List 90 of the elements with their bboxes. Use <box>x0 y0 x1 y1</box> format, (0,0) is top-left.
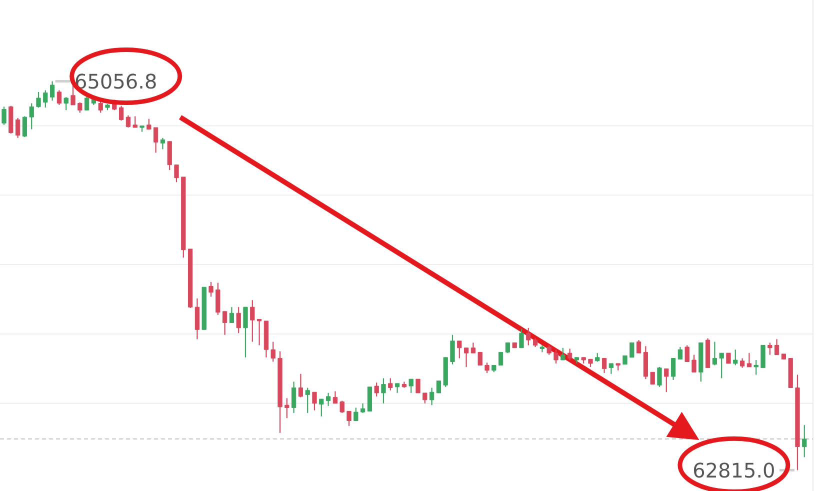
candlestick <box>760 344 766 368</box>
candlestick <box>256 318 262 346</box>
candlestick <box>746 352 752 368</box>
candlestick <box>519 328 524 348</box>
candlestick <box>554 349 558 364</box>
candlestick <box>678 346 683 360</box>
candlestick <box>394 382 400 394</box>
candlestick <box>360 402 366 414</box>
candlestick <box>484 362 490 374</box>
candlestick <box>132 116 138 128</box>
candlestick <box>650 372 655 385</box>
candlestick <box>712 341 718 366</box>
candlestick <box>298 373 304 398</box>
candlestick <box>422 392 428 404</box>
candlestick <box>429 387 434 406</box>
candlestick <box>229 306 234 324</box>
annotation: 62815.0 <box>694 462 774 478</box>
candlestick <box>670 358 676 381</box>
candlestick <box>305 387 310 414</box>
candlestick <box>416 378 420 394</box>
candlestick <box>408 378 414 394</box>
candlestick <box>118 105 124 122</box>
candlestick <box>436 380 442 394</box>
candlestick <box>84 96 90 111</box>
candlestick <box>78 102 82 114</box>
candlestick <box>526 327 531 346</box>
candlestick <box>43 90 48 108</box>
candlestick <box>470 342 476 354</box>
candlestick <box>50 80 55 102</box>
candlestick <box>464 347 469 368</box>
annotation: 65056.8 <box>76 74 156 89</box>
candlestick <box>630 342 634 358</box>
candlestick <box>636 340 642 354</box>
candlestick <box>346 410 352 426</box>
candlestick <box>98 100 103 114</box>
candlestick <box>726 352 731 364</box>
candlestick <box>692 354 696 373</box>
candlestick <box>608 362 614 374</box>
candlestick <box>326 392 331 407</box>
candlestick <box>381 378 386 404</box>
candlestick <box>774 338 780 356</box>
candlestick <box>36 91 41 108</box>
candlestick <box>284 398 290 419</box>
candlestick <box>243 306 248 358</box>
candlestick <box>270 341 276 362</box>
candlestick <box>450 334 455 365</box>
candlestick <box>174 164 179 183</box>
candlestick <box>167 140 172 171</box>
candlestick <box>64 96 68 111</box>
candlestick <box>146 118 152 130</box>
candlestick <box>160 137 166 150</box>
candlestick <box>733 349 738 366</box>
candlestick <box>29 102 34 130</box>
candlestick <box>56 90 62 106</box>
candlestick <box>505 342 510 354</box>
candlestick <box>684 344 690 362</box>
candlestick <box>388 378 393 391</box>
candlestick <box>250 300 255 342</box>
candlestick <box>354 407 358 422</box>
candlestick <box>754 359 758 376</box>
candlestick <box>70 84 76 106</box>
candlestick <box>560 347 566 361</box>
candlestick <box>740 358 745 368</box>
candlestick <box>768 342 772 356</box>
candlestick <box>567 348 572 361</box>
candlestick <box>312 392 317 411</box>
candlestick <box>602 358 607 374</box>
candlestick <box>719 352 724 379</box>
candlestick <box>208 281 214 298</box>
candlestick <box>340 400 344 414</box>
candlestick <box>319 398 324 417</box>
candlestick <box>546 344 552 356</box>
candlestick <box>332 390 338 404</box>
candlestick <box>2 106 6 126</box>
candlestick <box>15 117 20 138</box>
candlestick <box>236 306 241 334</box>
candlestick <box>478 352 482 366</box>
candlestick <box>153 126 158 154</box>
candlestick <box>498 352 504 366</box>
candlestick <box>22 116 28 138</box>
candlestick <box>664 368 669 393</box>
candlestick <box>657 366 662 388</box>
candlestick <box>194 298 200 340</box>
candlestick <box>222 310 228 336</box>
candlestick <box>216 282 220 316</box>
candlestick <box>802 424 807 458</box>
candlestick <box>457 340 462 359</box>
candlestick <box>126 114 131 128</box>
candlestick <box>291 381 296 414</box>
candlestick <box>374 382 379 397</box>
